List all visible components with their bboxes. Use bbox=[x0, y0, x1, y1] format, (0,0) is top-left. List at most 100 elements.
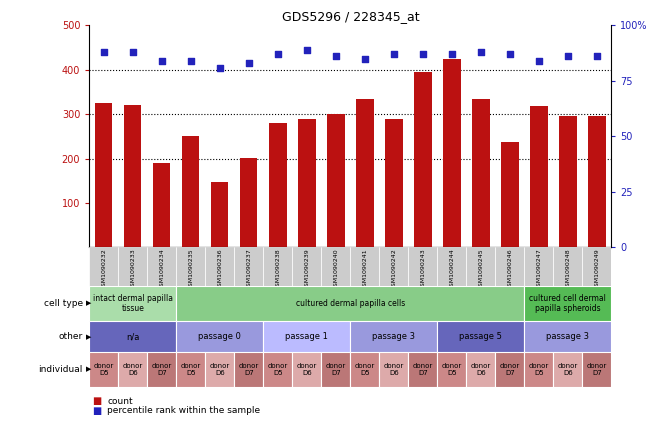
Text: passage 1: passage 1 bbox=[286, 332, 329, 341]
Point bbox=[98, 49, 109, 55]
Bar bbox=[379, 352, 408, 387]
Bar bbox=[95, 103, 112, 247]
Bar bbox=[234, 352, 263, 387]
Text: passage 3: passage 3 bbox=[547, 332, 590, 341]
Text: GSM1090235: GSM1090235 bbox=[188, 249, 193, 290]
Point bbox=[186, 58, 196, 64]
Text: donor
D7: donor D7 bbox=[500, 363, 520, 376]
Text: GSM1090232: GSM1090232 bbox=[101, 249, 106, 290]
Text: donor
D7: donor D7 bbox=[412, 363, 433, 376]
Point bbox=[592, 53, 602, 60]
Point bbox=[360, 55, 370, 62]
Text: cell type: cell type bbox=[44, 299, 83, 308]
Bar bbox=[356, 99, 373, 247]
Text: cultured cell dermal
papilla spheroids: cultured cell dermal papilla spheroids bbox=[529, 294, 606, 313]
Text: donor
D5: donor D5 bbox=[268, 363, 288, 376]
Text: donor
D5: donor D5 bbox=[529, 363, 549, 376]
Text: donor
D7: donor D7 bbox=[239, 363, 259, 376]
Text: ■: ■ bbox=[93, 406, 102, 416]
Bar bbox=[269, 123, 286, 247]
Text: n/a: n/a bbox=[126, 332, 139, 341]
Bar bbox=[385, 119, 403, 247]
Text: GSM1090247: GSM1090247 bbox=[536, 249, 541, 290]
Text: GSM1090244: GSM1090244 bbox=[449, 249, 454, 290]
Bar bbox=[350, 352, 379, 387]
Bar bbox=[467, 352, 495, 387]
Bar bbox=[350, 321, 438, 352]
Text: GSM1090236: GSM1090236 bbox=[217, 249, 222, 290]
Bar bbox=[124, 105, 141, 247]
Bar bbox=[408, 247, 438, 286]
Bar bbox=[176, 247, 206, 286]
Bar bbox=[176, 321, 263, 352]
Bar bbox=[89, 247, 118, 286]
Bar bbox=[524, 247, 553, 286]
Bar bbox=[153, 163, 171, 247]
Bar bbox=[414, 72, 432, 247]
Bar bbox=[495, 352, 524, 387]
Bar bbox=[89, 321, 176, 352]
Bar bbox=[263, 247, 292, 286]
Text: cultured dermal papilla cells: cultured dermal papilla cells bbox=[295, 299, 405, 308]
Text: percentile rank within the sample: percentile rank within the sample bbox=[107, 406, 260, 415]
Point bbox=[214, 64, 225, 71]
Bar bbox=[176, 352, 206, 387]
Text: ▶: ▶ bbox=[86, 366, 91, 372]
Bar bbox=[240, 158, 258, 247]
Point bbox=[272, 51, 283, 58]
Bar bbox=[298, 119, 315, 247]
Text: GSM1090240: GSM1090240 bbox=[333, 249, 338, 290]
Text: GSM1090245: GSM1090245 bbox=[479, 249, 483, 290]
Bar bbox=[524, 352, 553, 387]
Bar bbox=[472, 99, 490, 247]
Bar bbox=[211, 182, 229, 247]
Text: donor
D5: donor D5 bbox=[442, 363, 462, 376]
Point bbox=[418, 51, 428, 58]
Text: GSM1090246: GSM1090246 bbox=[508, 249, 512, 290]
Bar bbox=[321, 247, 350, 286]
Bar bbox=[147, 247, 176, 286]
Point bbox=[128, 49, 138, 55]
Bar bbox=[408, 352, 438, 387]
Text: count: count bbox=[107, 397, 133, 406]
Bar bbox=[582, 247, 611, 286]
Bar bbox=[176, 286, 524, 321]
Bar bbox=[263, 321, 350, 352]
Point bbox=[330, 53, 341, 60]
Bar bbox=[438, 321, 524, 352]
Bar bbox=[559, 116, 576, 247]
Point bbox=[243, 60, 254, 66]
Text: passage 3: passage 3 bbox=[372, 332, 415, 341]
Text: donor
D6: donor D6 bbox=[471, 363, 491, 376]
Point bbox=[389, 51, 399, 58]
Bar bbox=[234, 247, 263, 286]
Bar bbox=[438, 352, 467, 387]
Bar bbox=[118, 247, 147, 286]
Text: donor
D6: donor D6 bbox=[558, 363, 578, 376]
Point bbox=[476, 49, 486, 55]
Text: passage 0: passage 0 bbox=[198, 332, 241, 341]
Text: GSM1090238: GSM1090238 bbox=[275, 249, 280, 290]
Text: donor
D7: donor D7 bbox=[587, 363, 607, 376]
Text: ■: ■ bbox=[93, 396, 102, 407]
Text: donor
D7: donor D7 bbox=[151, 363, 172, 376]
Text: individual: individual bbox=[38, 365, 83, 374]
Point bbox=[301, 47, 312, 53]
Text: donor
D6: donor D6 bbox=[384, 363, 404, 376]
Bar bbox=[89, 286, 176, 321]
Text: ▶: ▶ bbox=[86, 300, 91, 307]
Bar bbox=[182, 137, 200, 247]
Title: GDS5296 / 228345_at: GDS5296 / 228345_at bbox=[282, 10, 419, 23]
Text: donor
D5: donor D5 bbox=[355, 363, 375, 376]
Text: donor
D6: donor D6 bbox=[123, 363, 143, 376]
Bar bbox=[501, 142, 519, 247]
Text: GSM1090237: GSM1090237 bbox=[247, 249, 251, 290]
Bar bbox=[350, 247, 379, 286]
Text: GSM1090243: GSM1090243 bbox=[420, 249, 426, 290]
Text: donor
D7: donor D7 bbox=[326, 363, 346, 376]
Bar bbox=[89, 352, 118, 387]
Text: GSM1090239: GSM1090239 bbox=[304, 249, 309, 290]
Text: intact dermal papilla
tissue: intact dermal papilla tissue bbox=[93, 294, 173, 313]
Text: other: other bbox=[58, 332, 83, 341]
Bar bbox=[443, 59, 461, 247]
